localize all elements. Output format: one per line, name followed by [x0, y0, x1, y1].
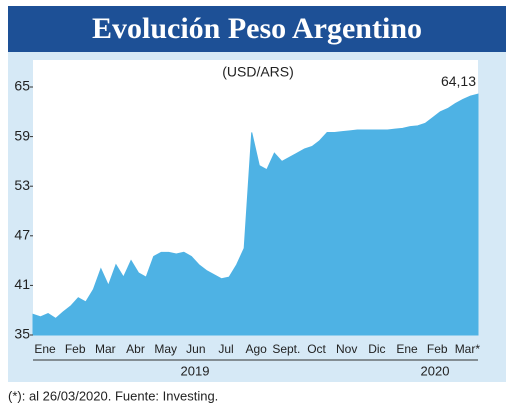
title-bar [8, 6, 506, 52]
footnote: (*): al 26/03/2020. Fuente: Investing. [8, 388, 218, 403]
chart-subtitle: (USD/ARS) [222, 64, 294, 80]
x-tick-label: Feb [65, 342, 86, 356]
year-label: 2020 [421, 363, 450, 378]
y-tick-label: 41 [14, 276, 30, 292]
y-tick-label: 65 [14, 78, 30, 94]
x-tick-label: Nov [336, 342, 357, 356]
x-tick-label: Oct [307, 342, 326, 356]
x-tick-label: Mar* [455, 342, 481, 356]
x-tick-label: Abr [126, 342, 145, 356]
area [32, 93, 479, 336]
x-tick-label: Jul [218, 342, 233, 356]
x-tick-label: Jun [186, 342, 205, 356]
x-tick-label: Ene [34, 342, 56, 356]
x-tick-label: Dic [368, 342, 385, 356]
x-tick-label: Ago [246, 342, 268, 356]
chart-title: Evolución Peso Argentino [92, 12, 422, 45]
x-tick-label: Feb [427, 342, 448, 356]
x-tick-label: Mar [95, 342, 116, 356]
year-label: 2019 [181, 363, 210, 378]
y-tick-label: 53 [14, 177, 30, 193]
y-tick-label: 35 [14, 326, 30, 342]
y-tick-label: 47 [14, 227, 30, 243]
y-tick-label: 59 [14, 127, 30, 143]
x-tick-label: May [154, 342, 177, 356]
x-tick-label: Sept. [272, 342, 300, 356]
value-label: 64,13 [441, 73, 476, 89]
x-tick-label: Ene [396, 342, 418, 356]
